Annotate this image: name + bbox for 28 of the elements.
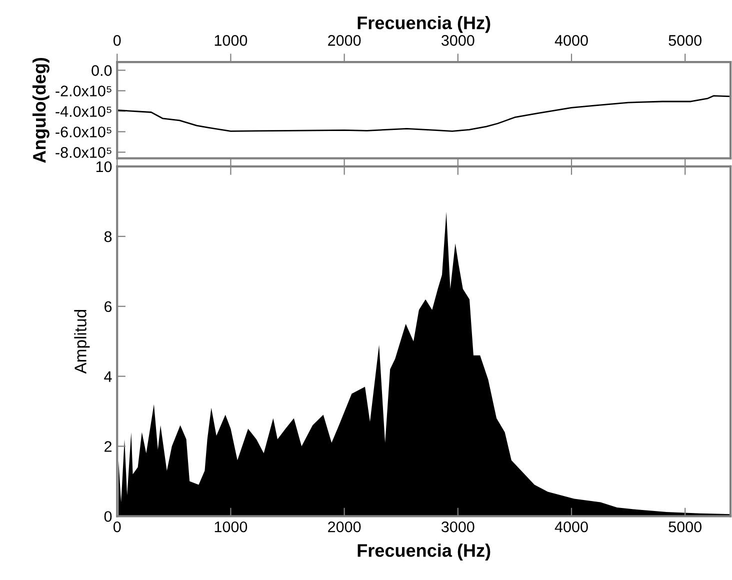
x-tick-label: 1000 <box>214 521 248 532</box>
x-tick-label: 5000 <box>668 521 702 532</box>
y-tick-label: 8 <box>104 231 112 242</box>
x-tick-label: 4000 <box>554 35 588 46</box>
line-series <box>117 95 731 132</box>
x-tick-label: 2000 <box>328 35 361 46</box>
x-tick-label: 3000 <box>441 521 474 532</box>
x-tick-label: 4000 <box>554 521 588 532</box>
y-tick-label: 4 <box>104 371 112 382</box>
y-tick-label: 0.0 <box>92 65 112 76</box>
y-axis-title: Amplitud <box>74 310 90 374</box>
y-tick-label: 10 <box>96 161 112 172</box>
y-tick-label: -2.0x10⁵ <box>56 86 112 96</box>
x-tick-label: 2000 <box>328 521 361 532</box>
y-tick-label: -8.0x10⁵ <box>56 147 112 158</box>
y-tick-label: 0 <box>104 511 112 522</box>
x-axis-title: Frecuencia (Hz) <box>358 544 490 560</box>
y-tick-label: 6 <box>104 301 112 312</box>
x-tick-label: 3000 <box>441 35 474 46</box>
x-axis-title: Frecuencia (Hz) <box>358 16 490 33</box>
y-tick-label: 2 <box>104 441 112 452</box>
x-tick-label: 0 <box>113 35 121 46</box>
x-tick-label: 1000 <box>214 35 248 46</box>
x-tick-label: 0 <box>113 521 121 532</box>
x-tick-label: 5000 <box>668 35 702 46</box>
y-axis-title: Angulo(deg) <box>32 58 50 163</box>
y-tick-label: -6.0x10⁵ <box>56 126 112 138</box>
y-tick-label: -4.0x10⁵ <box>56 106 112 117</box>
